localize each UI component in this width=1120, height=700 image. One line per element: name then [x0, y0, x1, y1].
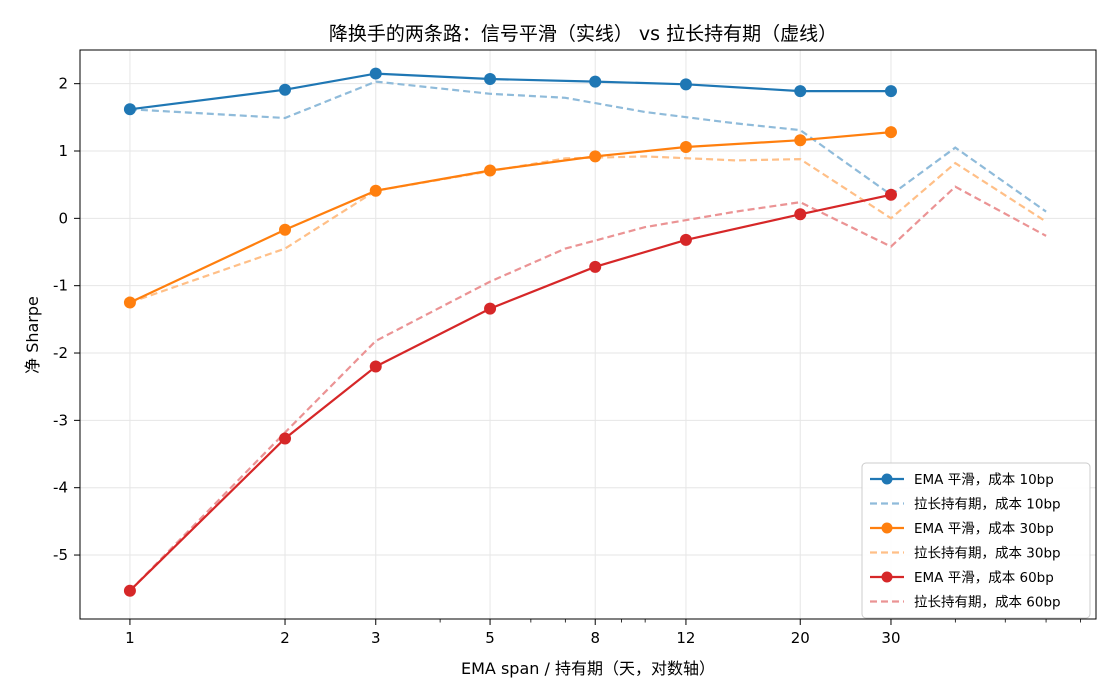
data-point — [123, 103, 136, 116]
data-point — [123, 584, 136, 597]
x-tick-label: 5 — [485, 629, 495, 647]
legend: EMA 平滑，成本 10bp 拉长持有期，成本 10bp EMA 平滑，成本 30b… — [861, 462, 1091, 619]
legend-label: 拉长持有期，成本 30bp — [914, 546, 1061, 562]
legend-marker — [881, 522, 893, 534]
y-tick-label: -4 — [53, 479, 68, 497]
y-tick-label: -1 — [53, 277, 68, 295]
data-point — [484, 72, 497, 85]
series-layer — [123, 67, 1047, 597]
x-tick-label: 2 — [280, 629, 290, 647]
legend-box — [861, 462, 1091, 619]
x-axis: 1 2 3 5 8 12 20 30 — [125, 619, 1081, 647]
data-point — [794, 208, 807, 221]
data-point — [679, 78, 692, 91]
x-tick-label: 3 — [371, 629, 381, 647]
y-tick-label: 0 — [58, 209, 68, 227]
data-point — [279, 223, 292, 236]
x-tick-label: 20 — [791, 629, 810, 647]
series-line-dashed — [129, 80, 1047, 213]
y-tick-label: 1 — [58, 142, 68, 160]
data-point — [369, 67, 382, 80]
x-tick-label: 30 — [881, 629, 900, 647]
series-line-solid — [129, 72, 891, 111]
legend-label: 拉长持有期，成本 60bp — [914, 595, 1061, 611]
y-axis: 2 1 0 -1 -2 -3 -4 -5 — [53, 75, 80, 564]
y-tick-label: -2 — [53, 344, 68, 362]
x-axis-label: EMA span / 持有期（天，对数轴） — [461, 659, 715, 678]
data-point — [484, 302, 497, 315]
data-point — [369, 184, 382, 197]
data-point — [279, 83, 292, 96]
series-line-solid — [129, 131, 892, 304]
data-point — [123, 296, 136, 309]
data-point — [369, 360, 382, 373]
data-point — [589, 150, 602, 163]
x-tick-label: 1 — [125, 629, 135, 647]
series-line-dashed — [129, 155, 1047, 304]
data-point — [679, 140, 692, 153]
legend-label: EMA 平滑，成本 60bp — [914, 570, 1054, 586]
y-tick-label: -3 — [53, 411, 68, 429]
y-axis-label: 净 Sharpe — [23, 296, 42, 374]
series-line-dashed — [129, 185, 1047, 592]
data-point — [884, 85, 897, 98]
data-point — [884, 188, 897, 201]
x-tick-label: 12 — [676, 629, 695, 647]
x-tick-label: 8 — [590, 629, 600, 647]
chart-title: 降换手的两条路：信号平滑（实线） vs 拉长持有期（虚线） — [329, 23, 837, 45]
legend-label: EMA 平滑，成本 30bp — [914, 521, 1054, 537]
legend-marker — [881, 473, 893, 485]
plot-frame — [79, 49, 1097, 620]
data-point — [679, 233, 692, 246]
legend-label: 拉长持有期，成本 10bp — [914, 497, 1061, 513]
data-point — [794, 134, 807, 147]
data-point — [589, 260, 602, 273]
data-point — [884, 126, 897, 139]
data-point — [279, 432, 292, 445]
legend-marker — [881, 571, 893, 583]
y-tick-label: -5 — [53, 546, 68, 564]
data-point — [794, 85, 807, 98]
data-point — [484, 164, 497, 177]
data-point — [589, 75, 602, 88]
y-tick-label: 2 — [58, 75, 68, 93]
series-line-solid — [129, 193, 892, 592]
legend-label: EMA 平滑，成本 10bp — [914, 472, 1054, 488]
